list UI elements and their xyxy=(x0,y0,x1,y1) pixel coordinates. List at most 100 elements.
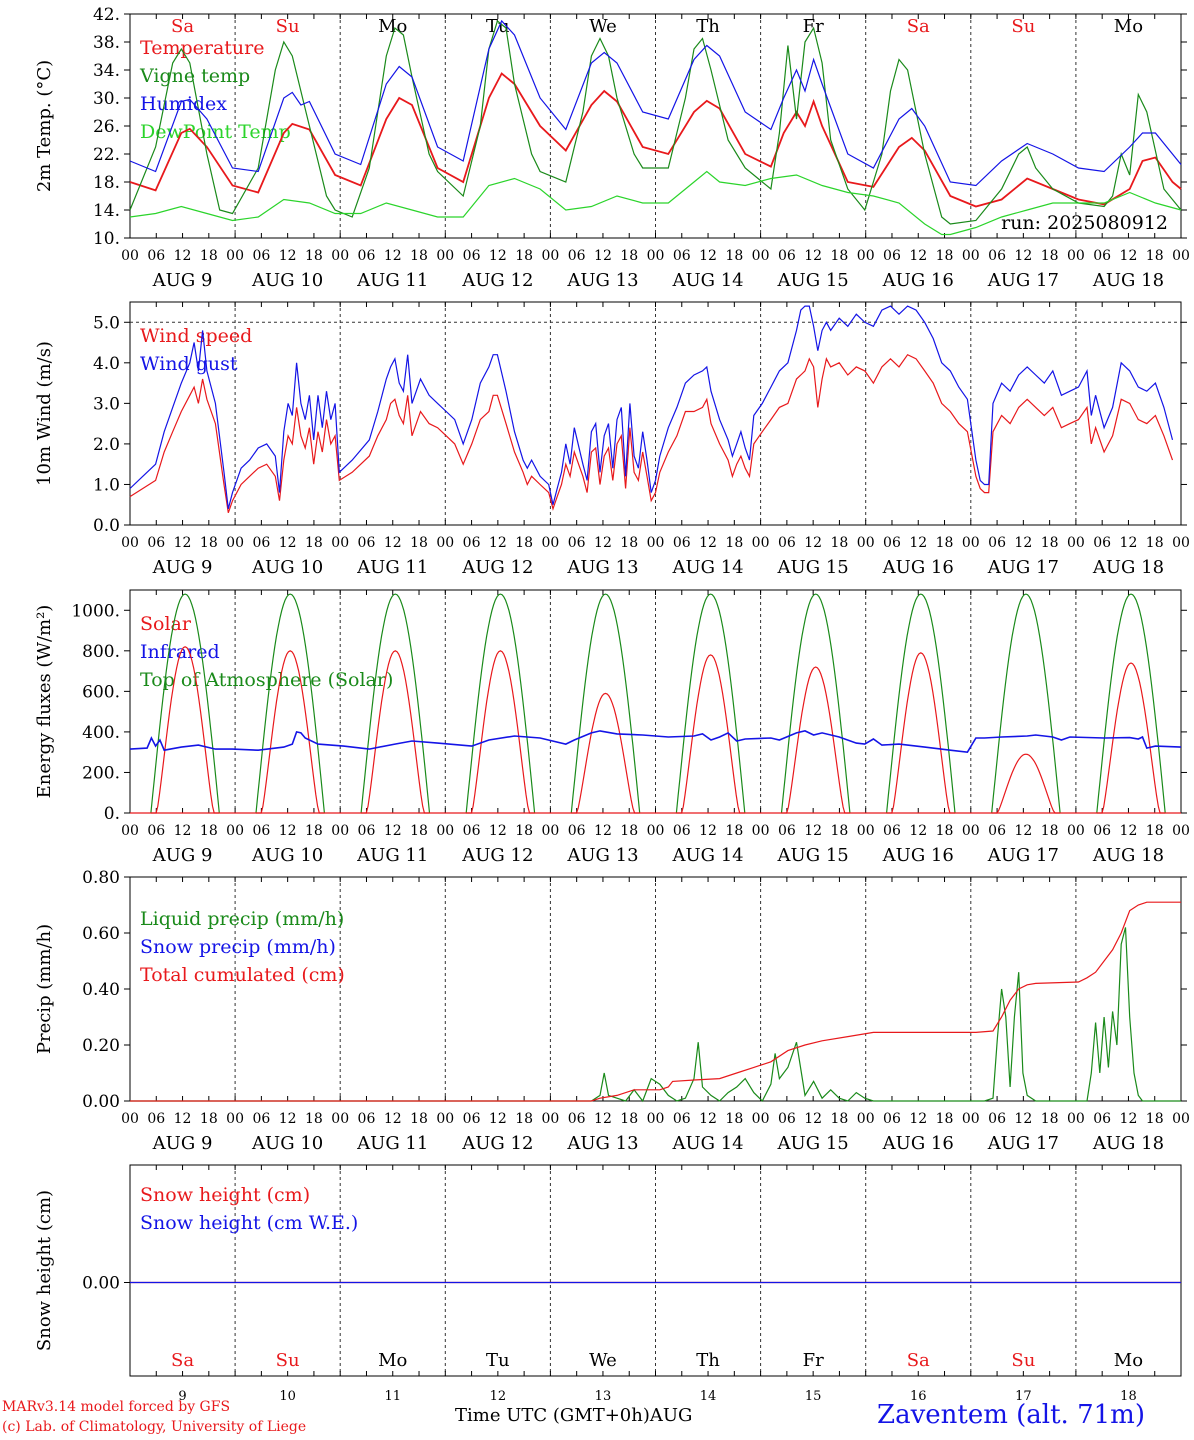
series-line-dewpoint-temp xyxy=(129,170,1182,236)
y-tick-label: 3.0 xyxy=(93,394,120,414)
y-tick-label: 0.60 xyxy=(82,924,120,944)
date-label: AUG 16 xyxy=(882,845,954,866)
y-tick-label: 4.0 xyxy=(93,354,120,374)
hour-label: 12 xyxy=(594,248,612,264)
series-line-temperature xyxy=(129,72,1182,208)
day-number: 9 xyxy=(178,1389,186,1404)
toa-solar-line xyxy=(150,593,220,814)
hour-label: 18 xyxy=(515,535,533,551)
hour-label: 00 xyxy=(541,1111,559,1127)
date-label: AUG 13 xyxy=(566,270,638,291)
hour-label: 18 xyxy=(725,1111,743,1127)
hour-label: 00 xyxy=(857,823,875,839)
day-name: Tu xyxy=(486,1350,510,1371)
panel-1: 10. 14. 18. 22. 26. 30. 34. 38. 42. 2m Temp. (°C)… xyxy=(34,5,1190,291)
day-name: Sa xyxy=(171,16,194,37)
hour-label: 12 xyxy=(804,1111,822,1127)
series-line-vigne-temp xyxy=(129,19,1182,225)
hour-label: 18 xyxy=(515,1111,533,1127)
date-label: AUG 18 xyxy=(1092,270,1164,291)
date-label: AUG 12 xyxy=(461,845,533,866)
y-tick-label: 400. xyxy=(82,723,120,743)
hour-label: 06 xyxy=(463,823,481,839)
y-tick-label: 0.0 xyxy=(93,516,120,536)
hour-label: 00 xyxy=(331,248,349,264)
hour-label: 06 xyxy=(988,535,1006,551)
hour-label: 00 xyxy=(857,248,875,264)
day-number: 15 xyxy=(805,1389,822,1404)
hour-label: 06 xyxy=(778,535,796,551)
date-label: AUG 11 xyxy=(356,845,428,866)
date-label: AUG 12 xyxy=(461,270,533,291)
date-label: AUG 13 xyxy=(566,1133,638,1154)
hour-label: 12 xyxy=(489,823,507,839)
hour-label: 00 xyxy=(121,535,139,551)
hour-label: 00 xyxy=(857,535,875,551)
day-name: Th xyxy=(696,1350,720,1371)
series-line-liquid-precip-mm-h- xyxy=(130,927,1181,1103)
date-label: AUG 9 xyxy=(152,557,213,578)
hour-label: 12 xyxy=(279,823,297,839)
toa-solar-line xyxy=(991,593,1061,814)
series-line-humidex xyxy=(129,19,1182,187)
hour-label: 18 xyxy=(1041,1111,1059,1127)
hour-label: 00 xyxy=(331,823,349,839)
date-label: AUG 11 xyxy=(356,270,428,291)
legend-entry: Temperature xyxy=(140,37,264,59)
hour-label: 12 xyxy=(174,1111,192,1127)
hour-label: 06 xyxy=(673,248,691,264)
hour-label: 06 xyxy=(252,1111,270,1127)
day-name: Tu xyxy=(486,16,510,37)
solar-line xyxy=(886,652,955,814)
hour-label: 06 xyxy=(568,535,586,551)
y-axis-label: Snow height (cm) xyxy=(34,1190,55,1351)
day-name: We xyxy=(589,1350,617,1371)
legend-entry: Top of Atmosphere (Solar) xyxy=(140,669,393,691)
hour-label: 12 xyxy=(489,535,507,551)
copyright-credit: (c) Lab. of Climatology, University of L… xyxy=(2,1419,307,1435)
date-label: AUG 16 xyxy=(882,1133,954,1154)
date-label: AUG 15 xyxy=(777,270,849,291)
date-label: AUG 18 xyxy=(1092,845,1164,866)
date-label: AUG 10 xyxy=(251,557,323,578)
hour-label: 00 xyxy=(331,1111,349,1127)
date-label: AUG 14 xyxy=(671,557,743,578)
y-tick-label: 0.00 xyxy=(82,1092,120,1112)
hour-label: 00 xyxy=(121,1111,139,1127)
y-tick-label: 1.0 xyxy=(93,475,120,495)
hour-label: 12 xyxy=(279,535,297,551)
hour-label: 00 xyxy=(752,823,770,839)
hour-label: 12 xyxy=(594,535,612,551)
hour-label: 18 xyxy=(831,535,849,551)
date-label: AUG 10 xyxy=(251,845,323,866)
hour-label: 00 xyxy=(121,248,139,264)
hour-label: 12 xyxy=(594,1111,612,1127)
x-axis-month: AUG xyxy=(649,1405,693,1426)
hour-label: 00 xyxy=(647,823,665,839)
hour-label: 12 xyxy=(174,248,192,264)
y-tick-label: 0.00 xyxy=(82,1274,120,1294)
date-label: AUG 16 xyxy=(882,557,954,578)
hour-label: 18 xyxy=(725,535,743,551)
hour-label: 06 xyxy=(358,535,376,551)
hour-label: 12 xyxy=(909,823,927,839)
day-number: 11 xyxy=(384,1389,401,1404)
date-label: AUG 17 xyxy=(987,845,1059,866)
y-tick-label: 14. xyxy=(93,201,120,221)
solar-line xyxy=(676,654,745,814)
hour-label: 12 xyxy=(1120,823,1138,839)
hour-label: 00 xyxy=(962,535,980,551)
hour-label: 12 xyxy=(1014,1111,1032,1127)
hour-label: 12 xyxy=(699,1111,717,1127)
y-tick-label: 600. xyxy=(82,682,120,702)
hour-label: 18 xyxy=(200,535,218,551)
hour-label: 06 xyxy=(147,535,165,551)
hour-label: 06 xyxy=(988,823,1006,839)
hour-label: 00 xyxy=(962,1111,980,1127)
hour-label: 12 xyxy=(1120,1111,1138,1127)
day-name: Su xyxy=(1011,1350,1035,1371)
date-label: AUG 13 xyxy=(566,557,638,578)
hour-label: 12 xyxy=(174,823,192,839)
y-tick-label: 0.20 xyxy=(82,1036,120,1056)
hour-label: 06 xyxy=(1093,823,1111,839)
